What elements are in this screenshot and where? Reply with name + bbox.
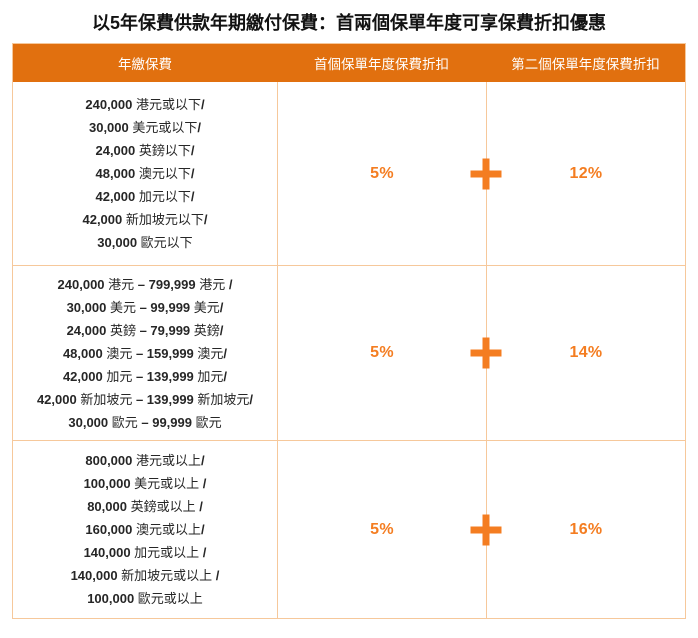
premium-line: 800,000 港元或以上/ <box>85 453 205 468</box>
first-year-discount-cell: 5% <box>277 266 486 440</box>
premium-line: 42,000 加元 – 139,999 加元/ <box>62 368 228 384</box>
first-year-discount-cell: 5% <box>277 441 486 618</box>
premium-line: 30,000 美元 – 99,999 美元/ <box>66 299 224 315</box>
premium-line: 240,000 港元 – 799,999 港元 / <box>57 276 233 292</box>
discount-value: 5% <box>370 164 394 182</box>
premium-cell: 240,000 港元 – 799,999 港元 / 30,000 美元 – 99… <box>13 266 277 440</box>
premium-line: 100,000 美元或以上 / <box>83 476 207 491</box>
premium-line: 48,000 澳元以下/ <box>95 166 195 181</box>
second-year-discount-cell: 16% <box>486 441 685 618</box>
premium-line: 30,000 歐元 – 99,999 歐元 <box>68 414 222 430</box>
plus-icon <box>470 514 502 545</box>
discount-value: 5% <box>370 520 394 538</box>
premium-line: 240,000 港元或以下/ <box>85 97 205 112</box>
premium-line: 42,000 新加坡元以下/ <box>82 212 208 227</box>
table-row: 800,000 港元或以上/ 100,000 美元或以上 / 80,000 英鎊… <box>13 440 685 618</box>
first-year-discount-cell: 5% <box>277 82 486 265</box>
header-cell-first-year-discount: 首個保單年度保費折扣 <box>314 57 449 72</box>
premium-line: 80,000 英鎊或以上 / <box>87 499 203 514</box>
premium-cell: 800,000 港元或以上/ 100,000 美元或以上 / 80,000 英鎊… <box>13 441 277 618</box>
header-cell-second-year-discount: 第二個保單年度保費折扣 <box>511 57 660 72</box>
table-row: 240,000 港元 – 799,999 港元 / 30,000 美元 – 99… <box>13 265 685 440</box>
premium-line: 140,000 新加坡元或以上 / <box>70 568 220 583</box>
discount-value: 16% <box>569 520 603 538</box>
table-row: 240,000 港元或以下/ 30,000 美元或以下/ 24,000 英鎊以下… <box>13 82 685 265</box>
discount-value: 12% <box>569 164 603 182</box>
page-title: 以5年保費供款年期繳付保費：首兩個保單年度可享保費折扣優惠 <box>91 13 606 33</box>
premium-line: 140,000 加元或以上 / <box>83 545 207 560</box>
premium-line: 160,000 澳元或以上/ <box>85 522 205 537</box>
plus-icon <box>470 158 502 189</box>
premium-line: 30,000 美元或以下/ <box>88 120 201 135</box>
premium-line: 42,000 新加坡元 – 139,999 新加坡元/ <box>36 391 254 407</box>
premium-line: 24,000 英鎊 – 79,999 英鎊/ <box>66 322 224 338</box>
discount-value: 5% <box>370 344 394 361</box>
premium-line: 24,000 英鎊以下/ <box>95 143 195 158</box>
premium-cell: 240,000 港元或以下/ 30,000 美元或以下/ 24,000 英鎊以下… <box>13 82 277 265</box>
premium-line: 30,000 歐元以下 <box>97 235 193 250</box>
header-cell-annual-premium: 年繳保費 <box>118 57 172 72</box>
premium-line: 42,000 加元以下/ <box>95 189 195 204</box>
second-year-discount-cell: 14% <box>486 266 685 440</box>
premium-line: 100,000 歐元或以上 <box>87 591 203 606</box>
premium-line: 48,000 澳元 – 159,999 澳元/ <box>62 345 228 361</box>
discount-value: 14% <box>569 344 603 361</box>
plus-icon <box>470 337 502 369</box>
table-header-row: 年繳保費 首個保單年度保費折扣 第二個保單年度保費折扣 <box>13 44 685 82</box>
premium-discount-table: 年繳保費 首個保單年度保費折扣 第二個保單年度保費折扣 240,000 港元或以… <box>12 43 686 619</box>
second-year-discount-cell: 12% <box>486 82 685 265</box>
